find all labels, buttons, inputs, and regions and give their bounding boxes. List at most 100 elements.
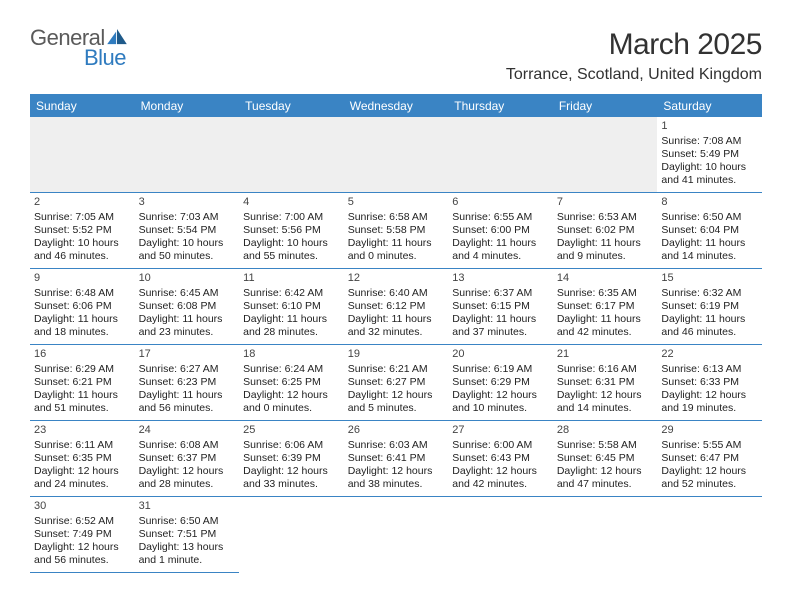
title-block: March 2025 Torrance, Scotland, United Ki…	[506, 28, 762, 84]
sunset-label: Sunset: 5:56 PM	[243, 224, 340, 237]
daylight-label: Daylight: 10 hours and 41 minutes.	[661, 161, 758, 187]
calendar-cell-blank	[30, 117, 135, 193]
sunrise-label: Sunrise: 6:29 AM	[34, 363, 131, 376]
calendar-cell: 25Sunrise: 6:06 AMSunset: 6:39 PMDayligh…	[239, 421, 344, 497]
sunrise-label: Sunrise: 5:58 AM	[557, 439, 654, 452]
calendar-cell: 26Sunrise: 6:03 AMSunset: 6:41 PMDayligh…	[344, 421, 449, 497]
day-number: 4	[243, 196, 340, 210]
weekday-col: Thursday	[448, 95, 553, 117]
calendar-cell: 23Sunrise: 6:11 AMSunset: 6:35 PMDayligh…	[30, 421, 135, 497]
calendar-cell: 22Sunrise: 6:13 AMSunset: 6:33 PMDayligh…	[657, 345, 762, 421]
sunrise-label: Sunrise: 6:35 AM	[557, 287, 654, 300]
calendar-cell: 11Sunrise: 6:42 AMSunset: 6:10 PMDayligh…	[239, 269, 344, 345]
month-title: March 2025	[506, 28, 762, 62]
day-number: 3	[139, 196, 236, 210]
calendar-cell-blank	[657, 497, 762, 573]
calendar-cell: 15Sunrise: 6:32 AMSunset: 6:19 PMDayligh…	[657, 269, 762, 345]
sunrise-label: Sunrise: 6:37 AM	[452, 287, 549, 300]
daylight-label: Daylight: 12 hours and 19 minutes.	[661, 389, 758, 415]
sunrise-label: Sunrise: 6:00 AM	[452, 439, 549, 452]
sunrise-label: Sunrise: 6:52 AM	[34, 515, 131, 528]
daylight-label: Daylight: 12 hours and 0 minutes.	[243, 389, 340, 415]
weekday-col: Monday	[135, 95, 240, 117]
weekday-col: Saturday	[657, 95, 762, 117]
sunset-label: Sunset: 6:29 PM	[452, 376, 549, 389]
day-number: 13	[452, 272, 549, 286]
calendar-cell: 31Sunrise: 6:50 AMSunset: 7:51 PMDayligh…	[135, 497, 240, 573]
daylight-label: Daylight: 12 hours and 56 minutes.	[34, 541, 131, 567]
weekday-col: Friday	[553, 95, 658, 117]
sunset-label: Sunset: 6:04 PM	[661, 224, 758, 237]
sunset-label: Sunset: 7:49 PM	[34, 528, 131, 541]
calendar-cell: 21Sunrise: 6:16 AMSunset: 6:31 PMDayligh…	[553, 345, 658, 421]
weekday-col: Tuesday	[239, 95, 344, 117]
sunset-label: Sunset: 6:08 PM	[139, 300, 236, 313]
calendar-cell: 4Sunrise: 7:00 AMSunset: 5:56 PMDaylight…	[239, 193, 344, 269]
day-number: 25	[243, 424, 340, 438]
sunset-label: Sunset: 6:12 PM	[348, 300, 445, 313]
sunrise-label: Sunrise: 7:03 AM	[139, 211, 236, 224]
sunrise-label: Sunrise: 7:08 AM	[661, 135, 758, 148]
sunrise-label: Sunrise: 6:27 AM	[139, 363, 236, 376]
calendar-page: GeneralBlue March 2025 Torrance, Scotlan…	[0, 0, 792, 573]
calendar-cell: 9Sunrise: 6:48 AMSunset: 6:06 PMDaylight…	[30, 269, 135, 345]
sunrise-label: Sunrise: 6:50 AM	[139, 515, 236, 528]
location-label: Torrance, Scotland, United Kingdom	[506, 66, 762, 84]
calendar-cell: 19Sunrise: 6:21 AMSunset: 6:27 PMDayligh…	[344, 345, 449, 421]
sunrise-label: Sunrise: 7:05 AM	[34, 211, 131, 224]
daylight-label: Daylight: 10 hours and 46 minutes.	[34, 237, 131, 263]
daylight-label: Daylight: 11 hours and 18 minutes.	[34, 313, 131, 339]
daylight-label: Daylight: 11 hours and 9 minutes.	[557, 237, 654, 263]
calendar-cell: 5Sunrise: 6:58 AMSunset: 5:58 PMDaylight…	[344, 193, 449, 269]
daylight-label: Daylight: 12 hours and 24 minutes.	[34, 465, 131, 491]
day-number: 27	[452, 424, 549, 438]
sunset-label: Sunset: 6:10 PM	[243, 300, 340, 313]
day-number: 29	[661, 424, 758, 438]
sunset-label: Sunset: 6:06 PM	[34, 300, 131, 313]
day-number: 9	[34, 272, 131, 286]
sunset-label: Sunset: 6:39 PM	[243, 452, 340, 465]
weekday-col: Wednesday	[344, 95, 449, 117]
calendar-cell-blank	[448, 497, 553, 573]
sunset-label: Sunset: 6:43 PM	[452, 452, 549, 465]
sunset-label: Sunset: 6:23 PM	[139, 376, 236, 389]
day-number: 28	[557, 424, 654, 438]
sunrise-label: Sunrise: 6:08 AM	[139, 439, 236, 452]
daylight-label: Daylight: 11 hours and 56 minutes.	[139, 389, 236, 415]
sunrise-label: Sunrise: 5:55 AM	[661, 439, 758, 452]
day-number: 18	[243, 348, 340, 362]
day-number: 7	[557, 196, 654, 210]
sunrise-label: Sunrise: 6:42 AM	[243, 287, 340, 300]
sunrise-label: Sunrise: 6:03 AM	[348, 439, 445, 452]
sunset-label: Sunset: 6:45 PM	[557, 452, 654, 465]
day-number: 15	[661, 272, 758, 286]
sunrise-label: Sunrise: 6:45 AM	[139, 287, 236, 300]
calendar-cell-blank	[135, 117, 240, 193]
daylight-label: Daylight: 12 hours and 38 minutes.	[348, 465, 445, 491]
sunrise-label: Sunrise: 6:19 AM	[452, 363, 549, 376]
sunset-label: Sunset: 6:41 PM	[348, 452, 445, 465]
sunset-label: Sunset: 5:52 PM	[34, 224, 131, 237]
calendar-cell: 13Sunrise: 6:37 AMSunset: 6:15 PMDayligh…	[448, 269, 553, 345]
sunset-label: Sunset: 6:31 PM	[557, 376, 654, 389]
sunset-label: Sunset: 5:54 PM	[139, 224, 236, 237]
daylight-label: Daylight: 12 hours and 42 minutes.	[452, 465, 549, 491]
calendar-cell: 1Sunrise: 7:08 AMSunset: 5:49 PMDaylight…	[657, 117, 762, 193]
daylight-label: Daylight: 12 hours and 47 minutes.	[557, 465, 654, 491]
sunrise-label: Sunrise: 6:11 AM	[34, 439, 131, 452]
sunset-label: Sunset: 6:17 PM	[557, 300, 654, 313]
day-number: 12	[348, 272, 445, 286]
day-number: 26	[348, 424, 445, 438]
calendar-cell: 14Sunrise: 6:35 AMSunset: 6:17 PMDayligh…	[553, 269, 658, 345]
sunrise-label: Sunrise: 6:06 AM	[243, 439, 340, 452]
sunset-label: Sunset: 6:19 PM	[661, 300, 758, 313]
calendar-cell: 29Sunrise: 5:55 AMSunset: 6:47 PMDayligh…	[657, 421, 762, 497]
daylight-label: Daylight: 12 hours and 14 minutes.	[557, 389, 654, 415]
daylight-label: Daylight: 11 hours and 4 minutes.	[452, 237, 549, 263]
sunset-label: Sunset: 6:02 PM	[557, 224, 654, 237]
calendar-cell: 24Sunrise: 6:08 AMSunset: 6:37 PMDayligh…	[135, 421, 240, 497]
calendar-cell: 30Sunrise: 6:52 AMSunset: 7:49 PMDayligh…	[30, 497, 135, 573]
sunset-label: Sunset: 6:27 PM	[348, 376, 445, 389]
sunrise-label: Sunrise: 6:48 AM	[34, 287, 131, 300]
calendar-cell: 16Sunrise: 6:29 AMSunset: 6:21 PMDayligh…	[30, 345, 135, 421]
